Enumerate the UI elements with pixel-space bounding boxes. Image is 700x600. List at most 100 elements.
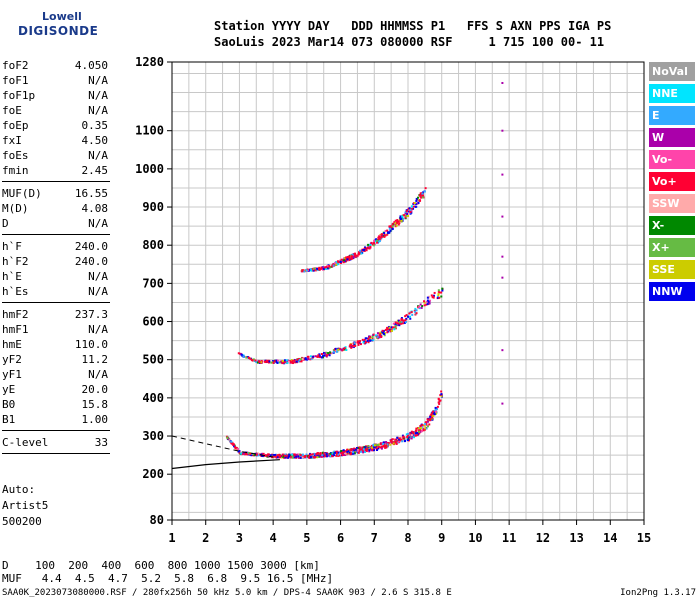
echo-point xyxy=(294,361,297,364)
echo-point xyxy=(241,452,244,455)
echo-point xyxy=(405,433,408,436)
echo-point xyxy=(383,332,386,335)
echo-point xyxy=(425,423,428,426)
echo-point xyxy=(256,361,259,364)
echo-point xyxy=(356,340,359,343)
param-name: B0 xyxy=(2,398,16,411)
echo-point xyxy=(339,262,342,265)
echo-point xyxy=(261,452,264,455)
echo-point xyxy=(328,455,331,458)
echo-point xyxy=(425,300,428,303)
echo-point xyxy=(354,254,357,257)
echo-point xyxy=(329,351,332,354)
auto-label: Auto: xyxy=(2,483,36,496)
echo-point xyxy=(423,301,426,304)
echo-point xyxy=(388,231,391,234)
y-tick-label: 200 xyxy=(142,467,164,481)
echo-point xyxy=(370,449,373,452)
echo-point xyxy=(327,352,330,355)
param-name: foEp xyxy=(2,119,29,132)
echo-point xyxy=(407,315,410,318)
echo-point xyxy=(397,223,400,226)
x-tick-label: 8 xyxy=(404,531,411,545)
echo-point xyxy=(369,243,372,246)
x-tick-label: 3 xyxy=(236,531,243,545)
param-value: 240.0 xyxy=(74,240,108,253)
echo-point xyxy=(354,448,357,451)
param-value: N/A xyxy=(88,323,108,336)
echo-point xyxy=(365,337,368,340)
param-name: h`Es xyxy=(2,285,29,298)
param-name: hmE xyxy=(2,338,22,351)
y-tick-label: 600 xyxy=(142,315,164,329)
echo-point xyxy=(378,336,381,339)
echo-point xyxy=(403,440,406,443)
echo-point xyxy=(419,303,422,306)
echo-point xyxy=(421,194,424,197)
echo-point xyxy=(386,443,389,446)
echo-point xyxy=(419,429,422,432)
echo-point xyxy=(410,311,413,314)
echo-point xyxy=(322,351,325,354)
echo-point xyxy=(367,339,370,342)
param-row: foF1p N/A xyxy=(2,88,110,103)
echo-point xyxy=(352,255,355,258)
y-tick-label: 1280 xyxy=(135,55,164,69)
echo-point xyxy=(365,249,368,252)
echo-point xyxy=(388,227,391,230)
echo-point xyxy=(353,447,356,450)
echo-point xyxy=(331,265,334,268)
echo-point xyxy=(236,448,239,451)
echo-point xyxy=(430,417,433,420)
param-row: M(D) 4.08 xyxy=(2,201,110,216)
echo-point xyxy=(328,266,331,269)
echo-point xyxy=(439,394,442,397)
echo-point xyxy=(407,436,410,439)
echo-point xyxy=(372,338,375,341)
echo-point xyxy=(316,267,319,270)
echo-point xyxy=(396,221,399,224)
legend-item: NNE xyxy=(649,84,695,103)
param-row: foEs N/A xyxy=(2,148,110,163)
echo-point xyxy=(287,361,290,364)
echo-point xyxy=(415,432,418,435)
y-tick-label: 300 xyxy=(142,429,164,443)
echo-point xyxy=(405,214,408,217)
echo-point xyxy=(253,454,256,457)
echo-point xyxy=(305,456,308,459)
echo-point xyxy=(378,335,381,338)
echo-point xyxy=(437,294,440,297)
echo-point xyxy=(389,225,392,228)
echo-point xyxy=(383,334,386,337)
x-tick-label: 2 xyxy=(202,531,209,545)
station-header: Station YYYY DAY DDD HHMMSS P1 FFS S AXN… xyxy=(214,18,611,50)
echo-point xyxy=(424,428,427,431)
echo-point xyxy=(434,406,437,409)
echo-point xyxy=(244,452,247,455)
echo-point xyxy=(350,255,353,258)
echo-point xyxy=(291,361,294,364)
echo-point xyxy=(375,443,378,446)
echo-point xyxy=(440,390,443,393)
echo-point xyxy=(369,246,372,249)
echo-point xyxy=(379,236,382,239)
echo-point xyxy=(432,410,435,413)
echo-point xyxy=(338,454,341,457)
echo-point xyxy=(345,348,348,351)
echo-point xyxy=(371,446,374,449)
echo-point xyxy=(245,356,248,359)
echo-point xyxy=(394,327,397,330)
echo-point xyxy=(300,360,303,363)
echo-point xyxy=(375,239,378,242)
echo-point xyxy=(423,190,426,193)
echo-point xyxy=(398,324,401,327)
echo-point xyxy=(395,442,398,445)
echo-point xyxy=(285,359,288,362)
legend-item: E xyxy=(649,106,695,125)
echo-point xyxy=(407,434,410,437)
echo-point xyxy=(394,438,397,441)
echo-point xyxy=(242,452,245,455)
echo-point xyxy=(415,427,418,430)
echo-point xyxy=(355,450,358,453)
echo-point xyxy=(394,324,397,327)
